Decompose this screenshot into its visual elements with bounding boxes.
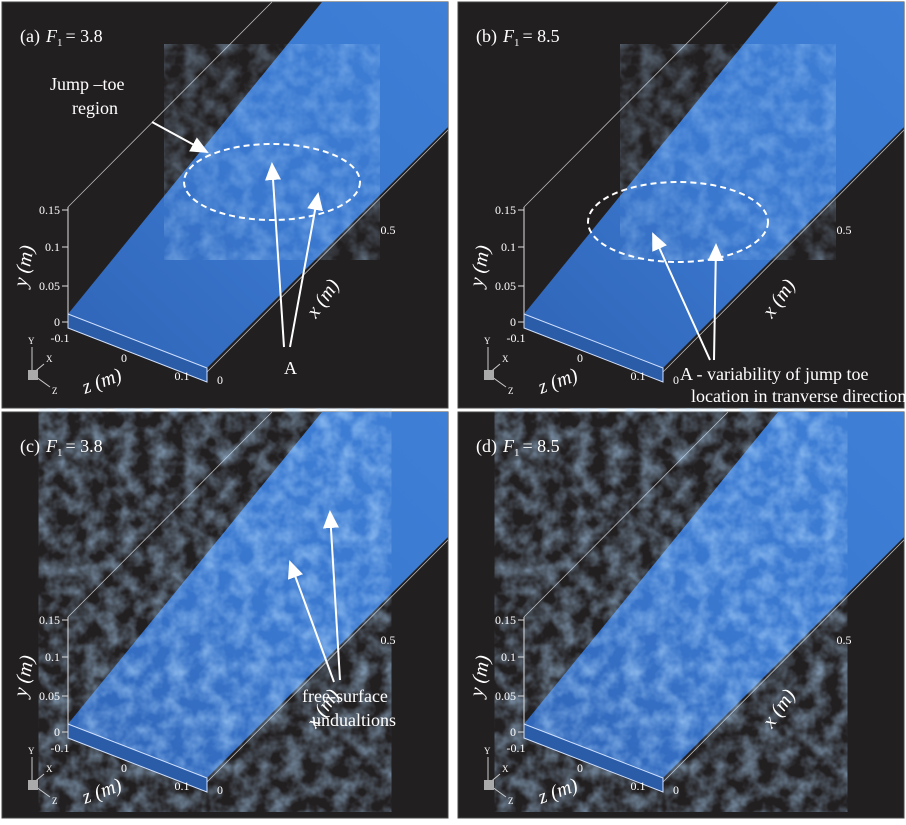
y-tick-label: 0 [54, 725, 60, 739]
annotation: location in tranverse direction [691, 386, 906, 406]
froude-value: = 8.5 [523, 436, 560, 456]
z-tick-label: 0 [217, 783, 223, 797]
y-tick-label: 0 [510, 315, 516, 329]
froude-subscript: 1 [57, 37, 63, 49]
z-tick-label: 0 [577, 351, 583, 365]
z-tick-label: 0.1 [631, 369, 646, 383]
z-tick-label: -0.1 [507, 741, 526, 755]
y-tick-label: 0.05 [495, 279, 516, 293]
z-tick-label: 0.1 [175, 369, 190, 383]
triad-label: Z [508, 796, 514, 806]
y-tick-label: 0.05 [39, 279, 60, 293]
froude-value: = 3.8 [65, 436, 102, 456]
triad-label: X [46, 764, 53, 774]
z-tick-label: 0 [673, 373, 679, 387]
triad-label: Y [484, 336, 491, 346]
z-tick-label: 0 [673, 783, 679, 797]
annotation: region [72, 98, 118, 118]
froude-value: = 3.8 [65, 26, 102, 46]
annotation: Jump –toe [50, 74, 125, 94]
panel-label: (c) [20, 436, 40, 457]
z-tick-label: 0.1 [631, 779, 646, 793]
z-tick-label: 0 [121, 351, 127, 365]
triad-label: X [46, 354, 53, 364]
triad-label: Z [52, 386, 58, 396]
froude-subscript: 1 [514, 37, 520, 49]
figure: (a)F1= 3.80.150.10.050y (m)-0.100.10z (m… [0, 0, 906, 820]
triad-label: Y [484, 746, 491, 756]
y-tick-label: 0.05 [495, 689, 516, 703]
triad-cube [484, 370, 494, 380]
triad-label: Y [28, 336, 35, 346]
annotation: A - variability of jump toe [680, 364, 868, 384]
triad-cube [28, 780, 38, 790]
panel-label: (d) [476, 436, 497, 457]
y-tick-label: 0.15 [495, 613, 516, 627]
z-tick-label: 0.1 [175, 779, 190, 793]
triad-label: Y [28, 746, 35, 756]
y-tick-label: 0.1 [501, 650, 516, 664]
x-tick-label: 0.5 [837, 223, 852, 237]
z-tick-label: 0 [217, 373, 223, 387]
y-tick-label: 0 [510, 725, 516, 739]
y-tick-label: 0.1 [45, 240, 60, 254]
triad-cube [484, 780, 494, 790]
froude-subscript: 1 [57, 447, 63, 459]
y-tick-label: 0.1 [501, 240, 516, 254]
panel-label: (b) [476, 26, 497, 47]
froude-subscript: 1 [514, 447, 520, 459]
annotation: undualtions [312, 710, 396, 730]
z-tick-label: -0.1 [51, 741, 70, 755]
annotation: free-surface [302, 686, 388, 706]
y-tick-label: 0.15 [39, 203, 60, 217]
triad-label: X [502, 354, 509, 364]
z-tick-label: 0 [121, 761, 127, 775]
triad-cube [28, 370, 38, 380]
annotation: A [284, 358, 297, 378]
triad-label: Z [52, 796, 58, 806]
z-tick-label: 0 [577, 761, 583, 775]
froude-value: = 8.5 [523, 26, 560, 46]
y-tick-label: 0 [54, 315, 60, 329]
triad-label: X [502, 764, 509, 774]
z-tick-label: -0.1 [51, 331, 70, 345]
y-tick-label: 0.1 [45, 650, 60, 664]
x-tick-label: 0.5 [381, 223, 396, 237]
y-tick-label: 0.15 [39, 613, 60, 627]
z-tick-label: -0.1 [507, 331, 526, 345]
triad-label: Z [508, 386, 514, 396]
y-tick-label: 0.05 [39, 689, 60, 703]
panel-label: (a) [20, 26, 40, 47]
x-tick-label: 0.5 [837, 633, 852, 647]
y-tick-label: 0.15 [495, 203, 516, 217]
x-tick-label: 0.5 [381, 633, 396, 647]
